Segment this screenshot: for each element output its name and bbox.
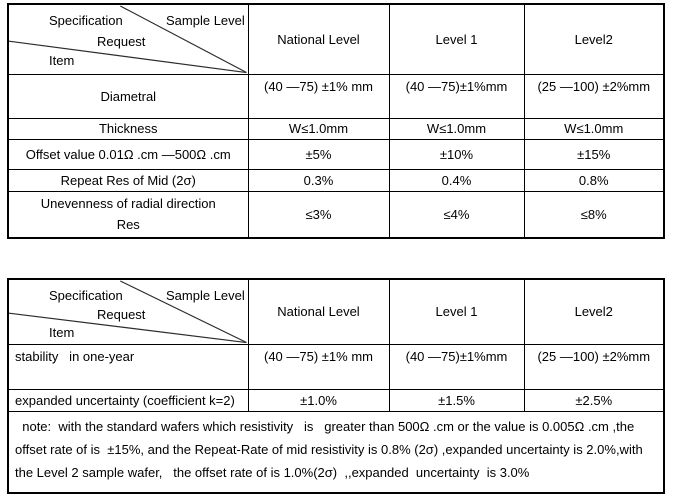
spec-table-2: Specification Sample Level Request Item … (7, 278, 665, 494)
row-label-repeat-res: Repeat Res of Mid (2σ) (7, 168, 249, 192)
repeat-level2-value: 0.8% (523, 168, 665, 192)
table1-col-level2: Level2 (523, 3, 665, 75)
row-label-unevenness: Unevenness of radial direction Res (7, 190, 249, 239)
diagonal-divider-lines (9, 280, 247, 343)
diametral-national-value: (40 —75) ±1% mm (247, 73, 390, 119)
diagonal-divider-lines (9, 5, 247, 73)
spec-table-1: Specification Sample Level Request Item … (7, 3, 665, 239)
offset-level1-value: ±10% (388, 138, 525, 170)
corner-label-item: Item (49, 53, 75, 68)
table1-col-level1: Level 1 (388, 3, 525, 75)
thickness-level1-value: W≤1.0mm (388, 117, 525, 140)
diametral-level1-value: (40 —75)±1%mm (388, 73, 525, 119)
diametral-level2-value: (25 —100) ±2%mm (523, 73, 665, 119)
offset-national-value: ±5% (247, 138, 390, 170)
repeat-national-value: 0.3% (247, 168, 390, 192)
row-label-diametral: Diametral (7, 73, 249, 119)
table2-col-level1: Level 1 (388, 278, 525, 345)
uncertainty-national-value: ±1.0% (247, 388, 390, 412)
table1-row-offset-value: Offset value 0.01Ω .cm —500Ω .cm ±5% ±10… (7, 138, 665, 170)
row-label-thickness: Thickness (7, 117, 249, 140)
corner-label-specification: Specification (49, 13, 123, 28)
thickness-level2-value: W≤1.0mm (523, 117, 665, 140)
corner-label-sample-level: Sample Level (166, 13, 245, 28)
stability-level2-value: (25 —100) ±2%mm (523, 343, 665, 390)
table1-row-diametral: Diametral (40 —75) ±1% mm (40 —75)±1%mm … (7, 73, 665, 119)
corner-label-sample-level: Sample Level (166, 288, 245, 303)
table2-row-expanded-uncertainty: expanded uncertainty (coefficient k=2) ±… (7, 388, 665, 412)
row-label-expanded-uncertainty: expanded uncertainty (coefficient k=2) (7, 388, 249, 412)
stability-national-value: (40 —75) ±1% mm (247, 343, 390, 390)
repeat-level1-value: 0.4% (388, 168, 525, 192)
thickness-national-value: W≤1.0mm (247, 117, 390, 140)
corner-label-request: Request (97, 307, 146, 322)
uncertainty-level2-value: ±2.5% (523, 388, 665, 412)
note-text: note: with the standard wafers which res… (7, 410, 665, 494)
row-label-offset-value: Offset value 0.01Ω .cm —500Ω .cm (7, 138, 249, 170)
table2-col-level2: Level2 (523, 278, 665, 345)
unevenness-level1-value: ≤4% (388, 190, 525, 239)
corner-label-request: Request (97, 34, 146, 49)
table2-row-stability: stability in one-year (40 —75) ±1% mm (4… (7, 343, 665, 390)
corner-label-specification: Specification (49, 288, 123, 303)
table1-row-repeat-res: Repeat Res of Mid (2σ) 0.3% 0.4% 0.8% (7, 168, 665, 192)
table1-row-unevenness: Unevenness of radial direction Res ≤3% ≤… (7, 190, 665, 239)
table2-corner-cell: Specification Sample Level Request Item (7, 278, 249, 345)
offset-level2-value: ±15% (523, 138, 665, 170)
table1-col-national-level: National Level (247, 3, 390, 75)
uncertainty-level1-value: ±1.5% (388, 388, 525, 412)
table2-header-row: Specification Sample Level Request Item … (7, 278, 665, 345)
row-label-stability: stability in one-year (7, 343, 249, 390)
table2-note-row: note: with the standard wafers which res… (7, 410, 665, 494)
table1-corner-cell: Specification Sample Level Request Item (7, 3, 249, 75)
corner-label-item: Item (49, 325, 75, 340)
unevenness-national-value: ≤3% (247, 190, 390, 239)
table2-col-national-level: National Level (247, 278, 390, 345)
stability-level1-value: (40 —75)±1%mm (388, 343, 525, 390)
unevenness-level2-value: ≤8% (523, 190, 665, 239)
table1-header-row: Specification Sample Level Request Item … (7, 3, 665, 75)
table1-row-thickness: Thickness W≤1.0mm W≤1.0mm W≤1.0mm (7, 117, 665, 140)
